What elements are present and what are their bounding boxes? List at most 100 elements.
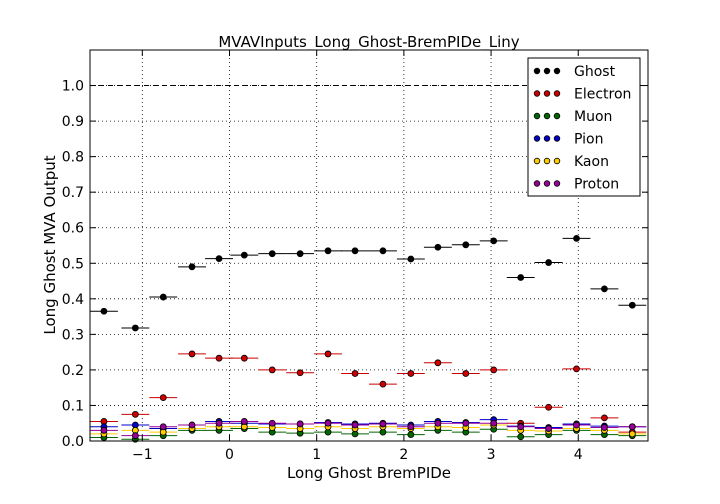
data-point xyxy=(434,419,442,427)
axis-ticks: −1 0 1 2 3 4 0.0 0.1 0.2 0.3 0.4 0.5 0.6 0.7 0.8 0.9 1.0 xyxy=(62,50,648,463)
data-point xyxy=(628,430,636,438)
data-point xyxy=(159,293,167,301)
legend-marker xyxy=(553,67,561,75)
legend-marker xyxy=(553,90,561,97)
data-point xyxy=(240,251,248,259)
x-tick-label: 4 xyxy=(574,447,583,463)
y-tick-label: 0.8 xyxy=(62,150,84,166)
data-point xyxy=(601,285,608,293)
data-point xyxy=(490,366,498,374)
x-tick-label: 2 xyxy=(399,447,408,463)
data-point xyxy=(573,421,580,429)
legend-box xyxy=(527,57,641,197)
data-point xyxy=(379,420,387,428)
legend-marker xyxy=(543,67,551,75)
data-point xyxy=(188,421,196,429)
data-point xyxy=(379,380,387,388)
legend-marker xyxy=(553,180,561,187)
x-axis-label: Long Ghost BremPIDe xyxy=(287,464,451,482)
y-tick-label: 0.3 xyxy=(62,327,84,343)
data-point xyxy=(351,421,359,429)
y-tick-label: 0.9 xyxy=(62,114,84,130)
y-tick-label: 0.1 xyxy=(62,398,84,414)
data-point xyxy=(462,370,470,377)
y-tick-label: 0.2 xyxy=(62,363,84,379)
legend-label: Kaon xyxy=(574,154,609,170)
data-point xyxy=(517,274,525,281)
data-point xyxy=(268,419,276,427)
legend-marker xyxy=(533,157,541,165)
data-point xyxy=(462,241,470,249)
legend-marker xyxy=(533,90,541,97)
data-point xyxy=(601,424,608,431)
x-tick-label: 1 xyxy=(312,447,321,463)
legend-marker xyxy=(533,67,541,75)
y-tick-label: 0.5 xyxy=(62,256,84,272)
y-tick-label: 0.4 xyxy=(62,292,84,308)
data-point xyxy=(268,250,276,258)
data-point xyxy=(188,350,196,358)
data-point xyxy=(628,301,636,309)
y-tick-label: 0.0 xyxy=(62,434,84,450)
legend-label: Pion xyxy=(574,132,603,148)
legend-marker xyxy=(533,180,541,187)
legend-marker xyxy=(553,135,561,142)
data-point xyxy=(215,354,223,362)
data-point xyxy=(159,394,167,402)
y-tick-label: 0.7 xyxy=(62,185,84,201)
y-axis-label: Long Ghost MVA Output xyxy=(41,155,59,334)
data-point xyxy=(407,423,415,431)
data-point xyxy=(379,247,387,255)
legend-marker xyxy=(543,112,551,120)
data-point xyxy=(159,423,167,431)
data-point xyxy=(100,426,108,434)
data-point xyxy=(490,237,498,245)
legend: Ghost Electron Muon Pion Kaon Proton xyxy=(527,57,641,197)
x-tick-label: 0 xyxy=(225,447,234,463)
data-point xyxy=(407,255,415,263)
legend-marker xyxy=(533,112,541,120)
x-tick-label: −1 xyxy=(132,447,153,463)
data-point xyxy=(131,324,139,332)
legend-marker xyxy=(553,157,561,165)
data-point xyxy=(351,247,359,255)
data-point xyxy=(407,431,415,439)
data-point xyxy=(517,423,525,431)
y-tick-label: 1.0 xyxy=(62,79,84,95)
data-point xyxy=(517,433,525,441)
data-point xyxy=(131,410,139,418)
legend-marker xyxy=(543,90,551,97)
series-ghost xyxy=(90,234,647,332)
data-point xyxy=(545,403,553,411)
legend-label: Electron xyxy=(574,87,631,103)
data-point xyxy=(407,370,415,377)
series-electron xyxy=(90,350,647,436)
data-point xyxy=(240,354,248,362)
chart-title: MVAVInputs_Long_Ghost-BremPIDe_Liny xyxy=(218,33,519,52)
data-point xyxy=(131,432,139,440)
data-point xyxy=(628,423,636,431)
data-point xyxy=(296,420,304,428)
data-point xyxy=(296,250,304,258)
data-point xyxy=(462,419,470,427)
data-point xyxy=(545,425,553,432)
legend-marker xyxy=(543,157,551,165)
data-point xyxy=(296,369,304,377)
data-point xyxy=(215,255,223,263)
y-tick-label: 0.6 xyxy=(62,221,84,237)
legend-label: Proton xyxy=(574,177,619,193)
data-point xyxy=(324,350,332,358)
data-point xyxy=(324,419,332,427)
legend-label: Ghost xyxy=(574,64,616,80)
legend-marker xyxy=(543,135,551,142)
data-point xyxy=(100,307,108,315)
data-marks xyxy=(90,234,647,443)
legend-marker xyxy=(553,112,561,120)
data-point xyxy=(188,263,196,271)
data-point xyxy=(573,234,580,242)
data-point xyxy=(573,365,580,373)
data-point xyxy=(324,247,332,255)
legend-marker xyxy=(533,135,541,142)
legend-marker xyxy=(543,180,551,187)
